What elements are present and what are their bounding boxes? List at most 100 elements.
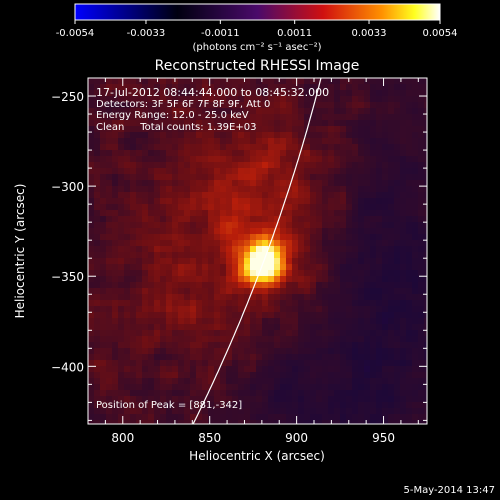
heatmap-cell bbox=[94, 138, 101, 145]
heatmap-cell bbox=[232, 294, 239, 301]
heatmap-cell bbox=[202, 78, 209, 85]
heatmap-cell bbox=[316, 294, 323, 301]
heatmap-cell bbox=[94, 246, 101, 253]
heatmap-cell bbox=[202, 180, 209, 187]
heatmap-cell bbox=[112, 378, 119, 385]
heatmap-cell bbox=[256, 288, 263, 295]
heatmap-cell bbox=[220, 234, 227, 241]
heatmap-cell bbox=[250, 90, 257, 97]
heatmap-cell bbox=[334, 150, 341, 157]
heatmap-cell bbox=[262, 264, 269, 271]
heatmap-cell bbox=[304, 228, 311, 235]
heatmap-cell bbox=[220, 222, 227, 229]
heatmap-cell bbox=[352, 372, 359, 379]
heatmap-cell bbox=[178, 192, 185, 199]
heatmap-cell bbox=[382, 216, 389, 223]
heatmap-cell bbox=[268, 264, 275, 271]
heatmap-cell bbox=[400, 198, 407, 205]
heatmap-cell bbox=[394, 234, 401, 241]
heatmap-cell bbox=[316, 252, 323, 259]
heatmap-cell bbox=[382, 240, 389, 247]
heatmap-cell bbox=[274, 144, 281, 151]
heatmap-cell bbox=[376, 108, 383, 115]
heatmap-cell bbox=[424, 132, 427, 139]
heatmap-cell bbox=[184, 372, 191, 379]
heatmap-cell bbox=[196, 384, 203, 391]
heatmap-cell bbox=[220, 312, 227, 319]
heatmap-cell bbox=[250, 300, 257, 307]
heatmap-cell bbox=[172, 132, 179, 139]
heatmap-cell bbox=[400, 366, 407, 373]
heatmap-cell bbox=[118, 132, 125, 139]
heatmap-cell bbox=[88, 408, 95, 415]
heatmap-cell bbox=[148, 282, 155, 289]
heatmap-cell bbox=[262, 354, 269, 361]
heatmap-cell bbox=[382, 276, 389, 283]
heatmap-cell bbox=[184, 390, 191, 397]
heatmap-cell bbox=[124, 120, 131, 127]
heatmap-cell bbox=[352, 138, 359, 145]
heatmap-cell bbox=[358, 408, 365, 415]
heatmap-cell bbox=[88, 354, 95, 361]
heatmap-cell bbox=[172, 180, 179, 187]
heatmap-cell bbox=[292, 294, 299, 301]
heatmap-cell bbox=[226, 120, 233, 127]
heatmap-cell bbox=[376, 372, 383, 379]
heatmap-cell bbox=[172, 144, 179, 151]
heatmap-cell bbox=[118, 366, 125, 373]
heatmap-cell bbox=[202, 204, 209, 211]
heatmap-cell bbox=[292, 222, 299, 229]
heatmap-cell bbox=[190, 222, 197, 229]
heatmap-cell bbox=[280, 372, 287, 379]
heatmap-cell bbox=[268, 198, 275, 205]
heatmap-cell bbox=[286, 366, 293, 373]
heatmap-cell bbox=[250, 162, 257, 169]
heatmap-cell bbox=[400, 84, 407, 91]
heatmap-cell bbox=[268, 282, 275, 289]
heatmap-cell bbox=[280, 162, 287, 169]
heatmap-cell bbox=[370, 282, 377, 289]
heatmap-cell bbox=[310, 246, 317, 253]
heatmap-cell bbox=[244, 96, 251, 103]
heatmap-cell bbox=[322, 288, 329, 295]
heatmap-cell bbox=[310, 264, 317, 271]
heatmap-cell bbox=[310, 342, 317, 349]
heatmap-cell bbox=[316, 372, 323, 379]
heatmap-cell bbox=[88, 324, 95, 331]
heatmap-cell bbox=[262, 84, 269, 91]
heatmap-cell bbox=[394, 90, 401, 97]
heatmap-cell bbox=[214, 360, 221, 367]
heatmap-cell bbox=[304, 96, 311, 103]
heatmap-cell bbox=[172, 252, 179, 259]
heatmap-cell bbox=[106, 306, 113, 313]
heatmap-cell bbox=[400, 96, 407, 103]
heatmap-cell bbox=[100, 288, 107, 295]
heatmap-cell bbox=[364, 384, 371, 391]
heatmap-cell bbox=[154, 354, 161, 361]
heatmap-cell bbox=[166, 204, 173, 211]
heatmap-cell bbox=[394, 186, 401, 193]
heatmap-cell bbox=[346, 84, 353, 91]
heatmap-cell bbox=[172, 96, 179, 103]
heatmap-cell bbox=[400, 420, 407, 424]
heatmap-cell bbox=[352, 366, 359, 373]
x-tick-label: 900 bbox=[285, 431, 308, 445]
y-axis-label: Heliocentric Y (arcsec) bbox=[13, 184, 27, 319]
heatmap-cell bbox=[244, 354, 251, 361]
heatmap-cell bbox=[292, 420, 299, 424]
heatmap-cell bbox=[388, 144, 395, 151]
heatmap-cell bbox=[400, 222, 407, 229]
colorbar-tick-label: -0.0033 bbox=[127, 28, 166, 39]
heatmap-cell bbox=[376, 264, 383, 271]
heatmap-cell bbox=[424, 390, 427, 397]
heatmap-cell bbox=[232, 78, 239, 85]
heatmap-cell bbox=[238, 360, 245, 367]
heatmap-cell bbox=[310, 204, 317, 211]
heatmap-cell bbox=[400, 186, 407, 193]
heatmap-cell bbox=[142, 84, 149, 91]
heatmap-cell bbox=[106, 222, 113, 229]
heatmap-cell bbox=[316, 90, 323, 97]
heatmap-cell bbox=[106, 90, 113, 97]
heatmap-cell bbox=[214, 288, 221, 295]
heatmap-cell bbox=[244, 372, 251, 379]
